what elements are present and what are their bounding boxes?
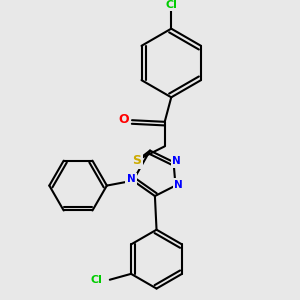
Text: N: N bbox=[127, 174, 136, 184]
Text: O: O bbox=[118, 113, 129, 126]
Text: S: S bbox=[132, 154, 141, 167]
Text: Cl: Cl bbox=[165, 0, 177, 10]
Text: N: N bbox=[172, 156, 181, 167]
Text: Cl: Cl bbox=[91, 275, 103, 285]
Text: N: N bbox=[174, 180, 183, 190]
